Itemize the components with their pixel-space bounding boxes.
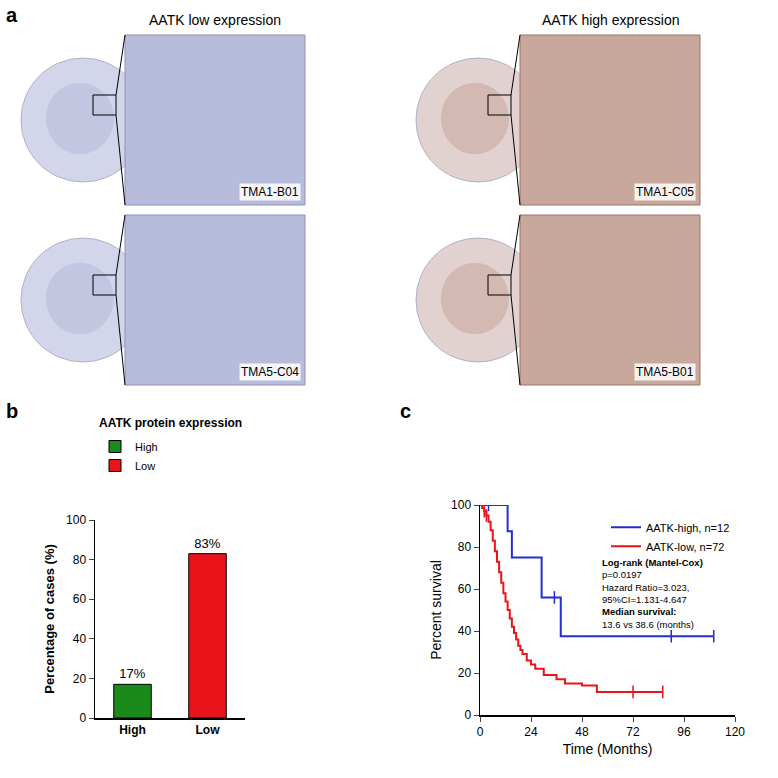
svg-text:60: 60 — [73, 592, 87, 606]
svg-text:40: 40 — [458, 624, 472, 638]
svg-text:72: 72 — [626, 725, 640, 739]
svg-text:60: 60 — [458, 582, 472, 596]
svg-text:83%: 83% — [194, 536, 220, 551]
svg-text:48: 48 — [575, 725, 589, 739]
svg-text:Log-rank (Mantel-Cox)p=0.0197H: Log-rank (Mantel-Cox)p=0.0197Hazard Rati… — [602, 557, 703, 630]
svg-text:Low: Low — [135, 460, 155, 472]
svg-text:20: 20 — [73, 672, 87, 686]
svg-text:20: 20 — [458, 666, 472, 680]
svg-text:AATK low expression: AATK low expression — [149, 12, 281, 28]
svg-text:c: c — [400, 400, 411, 422]
svg-text:High: High — [119, 723, 146, 737]
svg-text:100: 100 — [451, 498, 471, 512]
svg-text:TMA5-C04: TMA5-C04 — [241, 365, 299, 379]
svg-text:120: 120 — [725, 725, 745, 739]
svg-text:100: 100 — [66, 513, 86, 527]
svg-text:Percentage of cases (%): Percentage of cases (%) — [42, 544, 57, 694]
svg-text:Low: Low — [196, 723, 221, 737]
svg-text:b: b — [6, 400, 18, 422]
svg-text:TMA1-C05: TMA1-C05 — [636, 185, 694, 199]
svg-text:17%: 17% — [119, 666, 145, 681]
svg-text:40: 40 — [73, 632, 87, 646]
svg-text:AATK protein expression: AATK protein expression — [99, 416, 242, 430]
svg-text:High: High — [135, 441, 158, 453]
svg-text:AATK-low, n=72: AATK-low, n=72 — [646, 541, 724, 553]
svg-text:80: 80 — [458, 540, 472, 554]
svg-text:AATK-high, n=12: AATK-high, n=12 — [646, 522, 729, 534]
svg-text:Time (Months): Time (Months) — [563, 741, 653, 757]
svg-text:AATK high expression: AATK high expression — [542, 12, 679, 28]
svg-text:0: 0 — [464, 708, 471, 722]
svg-text:TMA1-B01: TMA1-B01 — [241, 185, 299, 199]
svg-text:80: 80 — [73, 553, 87, 567]
svg-text:TMA5-B01: TMA5-B01 — [636, 365, 694, 379]
svg-text:a: a — [6, 4, 18, 26]
svg-text:96: 96 — [677, 725, 691, 739]
svg-text:Percent survival: Percent survival — [428, 560, 444, 660]
svg-text:24: 24 — [524, 725, 538, 739]
svg-text:0: 0 — [477, 725, 484, 739]
svg-text:0: 0 — [79, 711, 86, 725]
